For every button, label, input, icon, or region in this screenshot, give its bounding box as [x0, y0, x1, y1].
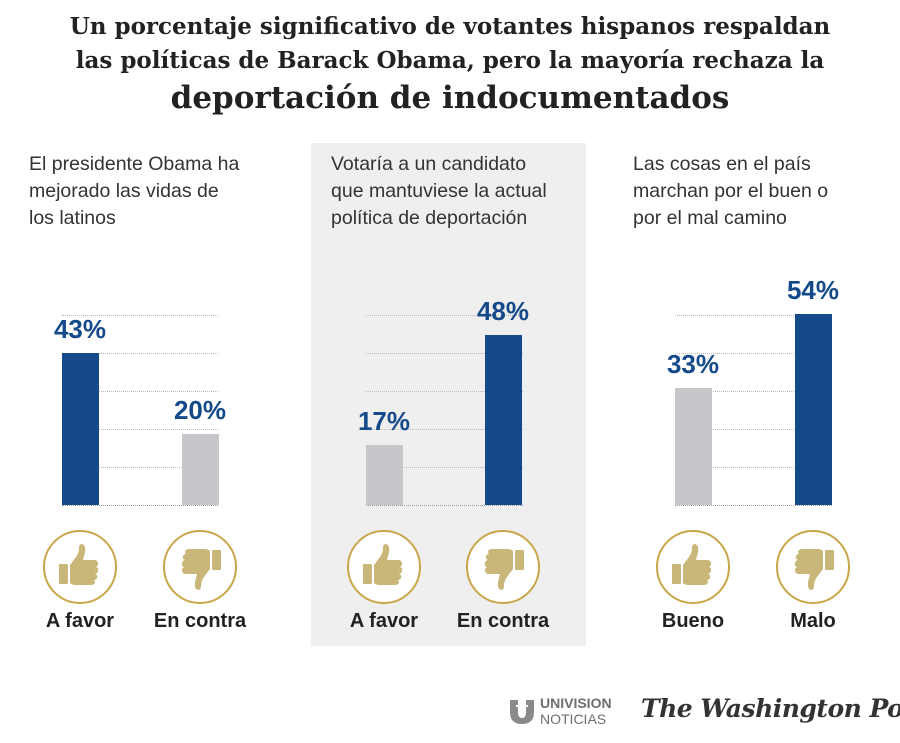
category-label: Malo [790, 610, 836, 632]
thumbs-down-icon [163, 530, 237, 604]
bar-1-1 [62, 353, 99, 505]
category-label: A favor [45, 610, 115, 632]
value-label: 48% [476, 296, 530, 326]
question-3: Las cosas en el país marchan por el buen… [633, 153, 829, 229]
title-line-1: Un porcentaje significativo de votantes … [69, 13, 831, 40]
univision-logo: UNIVISION NOTICIAS [510, 695, 612, 727]
thumbs-down-icon [776, 530, 850, 604]
thumbs-up-icon [43, 530, 117, 604]
bar-1-2 [182, 434, 219, 505]
gridline [366, 467, 523, 468]
bar-3-1 [675, 388, 712, 505]
thumbs-up-icon [42, 529, 118, 605]
thumbs-up-icon [346, 529, 422, 605]
question-2: Votaría a un candidato que mantuviese la… [331, 153, 547, 229]
thumbs-up-icon [656, 530, 730, 604]
thumbs-down-icon [466, 530, 540, 604]
question-1: El presidente Obama ha mejorado las vida… [29, 153, 240, 229]
value-label: 17% [357, 406, 411, 436]
gridline [366, 391, 523, 392]
thumbs-down-icon [465, 529, 541, 605]
value-label: 33% [666, 349, 720, 379]
gridline [62, 429, 218, 430]
bar-2-2 [485, 335, 522, 505]
washington-post-logo: The Washington Post [641, 694, 900, 723]
title-line-2: las políticas de Barack Obama, pero la m… [75, 47, 825, 74]
chart-title: Un porcentaje significativo de votantes … [0, 10, 900, 118]
category-label: Bueno [661, 610, 725, 632]
bar-3-2 [795, 314, 832, 505]
gridline [62, 315, 218, 316]
category-label: En contra [153, 610, 247, 632]
value-label: 20% [173, 395, 227, 425]
gridline [366, 315, 523, 316]
thumbs-up-icon [655, 529, 731, 605]
gridline [62, 353, 218, 354]
gridline [675, 391, 832, 392]
bar-2-1 [366, 445, 403, 505]
gridline [675, 467, 832, 468]
value-label: 54% [786, 275, 840, 305]
category-label: A favor [349, 610, 419, 632]
gridline [366, 429, 523, 430]
thumbs-down-icon [775, 529, 851, 605]
gridline [675, 315, 832, 316]
baseline [675, 505, 832, 506]
category-label: En contra [456, 610, 550, 632]
gridline [675, 429, 832, 430]
univision-bottom-text: NOTICIAS [540, 711, 606, 727]
value-label: 43% [53, 314, 107, 344]
gridline [675, 353, 832, 354]
univision-top-text: UNIVISION [540, 695, 612, 711]
thumbs-down-icon [162, 529, 238, 605]
title-line-3: deportación de indocumentados [170, 80, 730, 116]
thumbs-up-icon [347, 530, 421, 604]
gridline [366, 353, 523, 354]
gridline [62, 467, 218, 468]
gridline [62, 391, 218, 392]
baseline [366, 505, 523, 506]
baseline [62, 505, 218, 506]
